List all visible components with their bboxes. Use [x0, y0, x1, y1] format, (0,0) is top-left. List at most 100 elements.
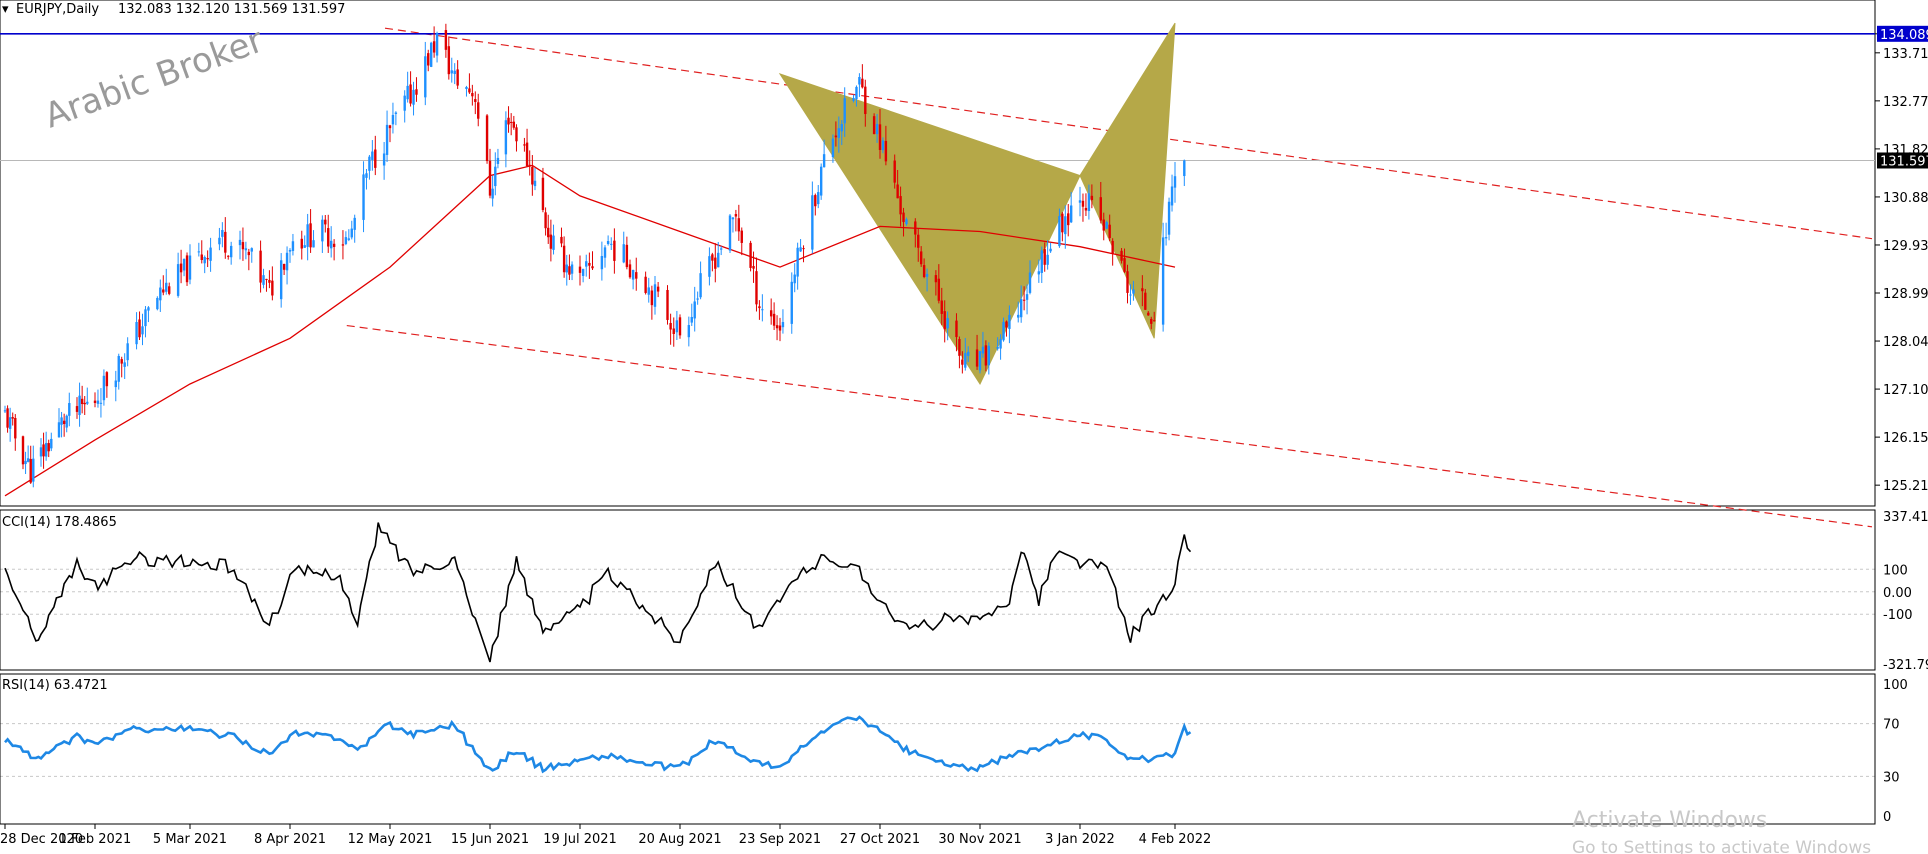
candle-body: [752, 266, 755, 269]
candle-body: [182, 258, 186, 271]
candle-body: [834, 135, 838, 138]
candle-body: [465, 86, 468, 90]
candle-body: [1132, 289, 1135, 294]
candle-body: [368, 156, 371, 171]
rsi-tick-label: 30: [1883, 770, 1900, 785]
price-tick-label: 126.155: [1883, 431, 1928, 446]
price-tick-label: 130.880: [1883, 191, 1928, 206]
candle-body: [1064, 216, 1067, 235]
activate-windows-title: Activate Windows: [1572, 808, 1767, 833]
candle-body: [758, 306, 761, 309]
candle-body: [858, 76, 861, 85]
candle-body: [814, 195, 817, 207]
time-tick-label: 5 Mar 2021: [153, 832, 227, 847]
candle-body: [955, 320, 958, 338]
candle-body: [884, 140, 888, 162]
candle-body: [647, 287, 650, 295]
candle-body: [1078, 200, 1082, 203]
candle-body: [179, 263, 183, 273]
candle-body: [285, 252, 289, 271]
candle-body: [802, 248, 805, 250]
rsi-line[interactable]: [4, 715, 1192, 774]
candle-body: [523, 144, 526, 146]
candle-body: [581, 268, 585, 276]
moving-average-line[interactable]: [4, 164, 1176, 497]
candle-body: [388, 125, 392, 129]
rsi-panel-frame: [0, 673, 1876, 825]
candle-body: [507, 117, 510, 125]
candle-body: [126, 343, 129, 361]
candle-body: [799, 247, 802, 252]
candle-body: [447, 46, 451, 75]
candle-body: [790, 281, 793, 324]
candle-body: [57, 422, 61, 438]
candle-body: [999, 339, 1002, 349]
candle-body: [737, 218, 741, 232]
candle-body: [83, 402, 86, 405]
candle-body: [309, 223, 312, 248]
candle-body: [591, 266, 594, 269]
candle-body: [227, 255, 230, 257]
candle-body: [981, 346, 985, 354]
time-tick-label: 15 Jun 2021: [451, 832, 529, 847]
candle-body: [1150, 318, 1153, 324]
channel-upper-line[interactable]: [384, 27, 1873, 240]
candle-body: [533, 180, 537, 187]
candle-body: [822, 154, 826, 168]
candle-body: [262, 275, 265, 285]
candle-body: [644, 276, 647, 293]
watermark-text: Arabic Broker: [39, 20, 268, 136]
candle-body: [102, 375, 106, 401]
rsi-title: RSI(14) 63.4721: [2, 678, 108, 693]
rsi-tick-label: 100: [1883, 678, 1908, 693]
candle-body: [147, 307, 150, 311]
dropdown-arrow-icon[interactable]: ▾: [2, 2, 9, 17]
candle-body: [435, 33, 439, 56]
candle-body: [453, 70, 456, 74]
candle-body: [731, 217, 735, 220]
candle-body: [1147, 312, 1150, 316]
price-panel-frame: [0, 0, 1876, 507]
candle-body: [75, 406, 79, 412]
candle-body: [238, 239, 242, 246]
candle-body: [247, 251, 251, 256]
candle-body: [1081, 200, 1085, 207]
candle-body: [996, 347, 999, 349]
candle-body: [831, 138, 835, 158]
cci-line[interactable]: [4, 522, 1192, 663]
candle-body: [1173, 176, 1177, 188]
candle-body: [382, 153, 386, 166]
time-tick-label: 4 Feb 2022: [1139, 832, 1212, 847]
candle-body: [209, 247, 212, 261]
candle-body: [984, 345, 988, 366]
cci-title: CCI(14) 178.4865: [2, 515, 117, 530]
candle-body: [528, 164, 531, 166]
candle-body: [62, 420, 66, 425]
candle-body: [14, 417, 17, 439]
candle-body: [843, 98, 846, 124]
candle-body: [203, 257, 206, 264]
candle-body: [512, 121, 516, 128]
candle-body: [268, 279, 271, 283]
candle-body: [1087, 193, 1091, 212]
candle-body: [666, 289, 669, 320]
channel-lower-line[interactable]: [346, 324, 1873, 528]
candle-body: [491, 188, 494, 199]
candle-body: [162, 289, 165, 293]
candle-body: [93, 400, 97, 403]
price-tick-label: 129.935: [1883, 239, 1928, 254]
candle-body: [585, 261, 588, 267]
harmonic-pattern-bcd[interactable]: [1079, 22, 1176, 339]
candle-body: [424, 56, 427, 98]
price-tick-label: 132.770: [1883, 95, 1928, 110]
candle-body: [967, 351, 970, 356]
candle-body: [47, 443, 50, 452]
candle-body: [362, 174, 365, 220]
candle-body: [206, 258, 209, 260]
candle-body: [902, 212, 905, 222]
candle-body: [940, 300, 943, 314]
candle-body: [1043, 249, 1046, 265]
candle-body: [975, 349, 979, 367]
candle-body: [1084, 207, 1088, 211]
candle-body: [775, 325, 779, 329]
